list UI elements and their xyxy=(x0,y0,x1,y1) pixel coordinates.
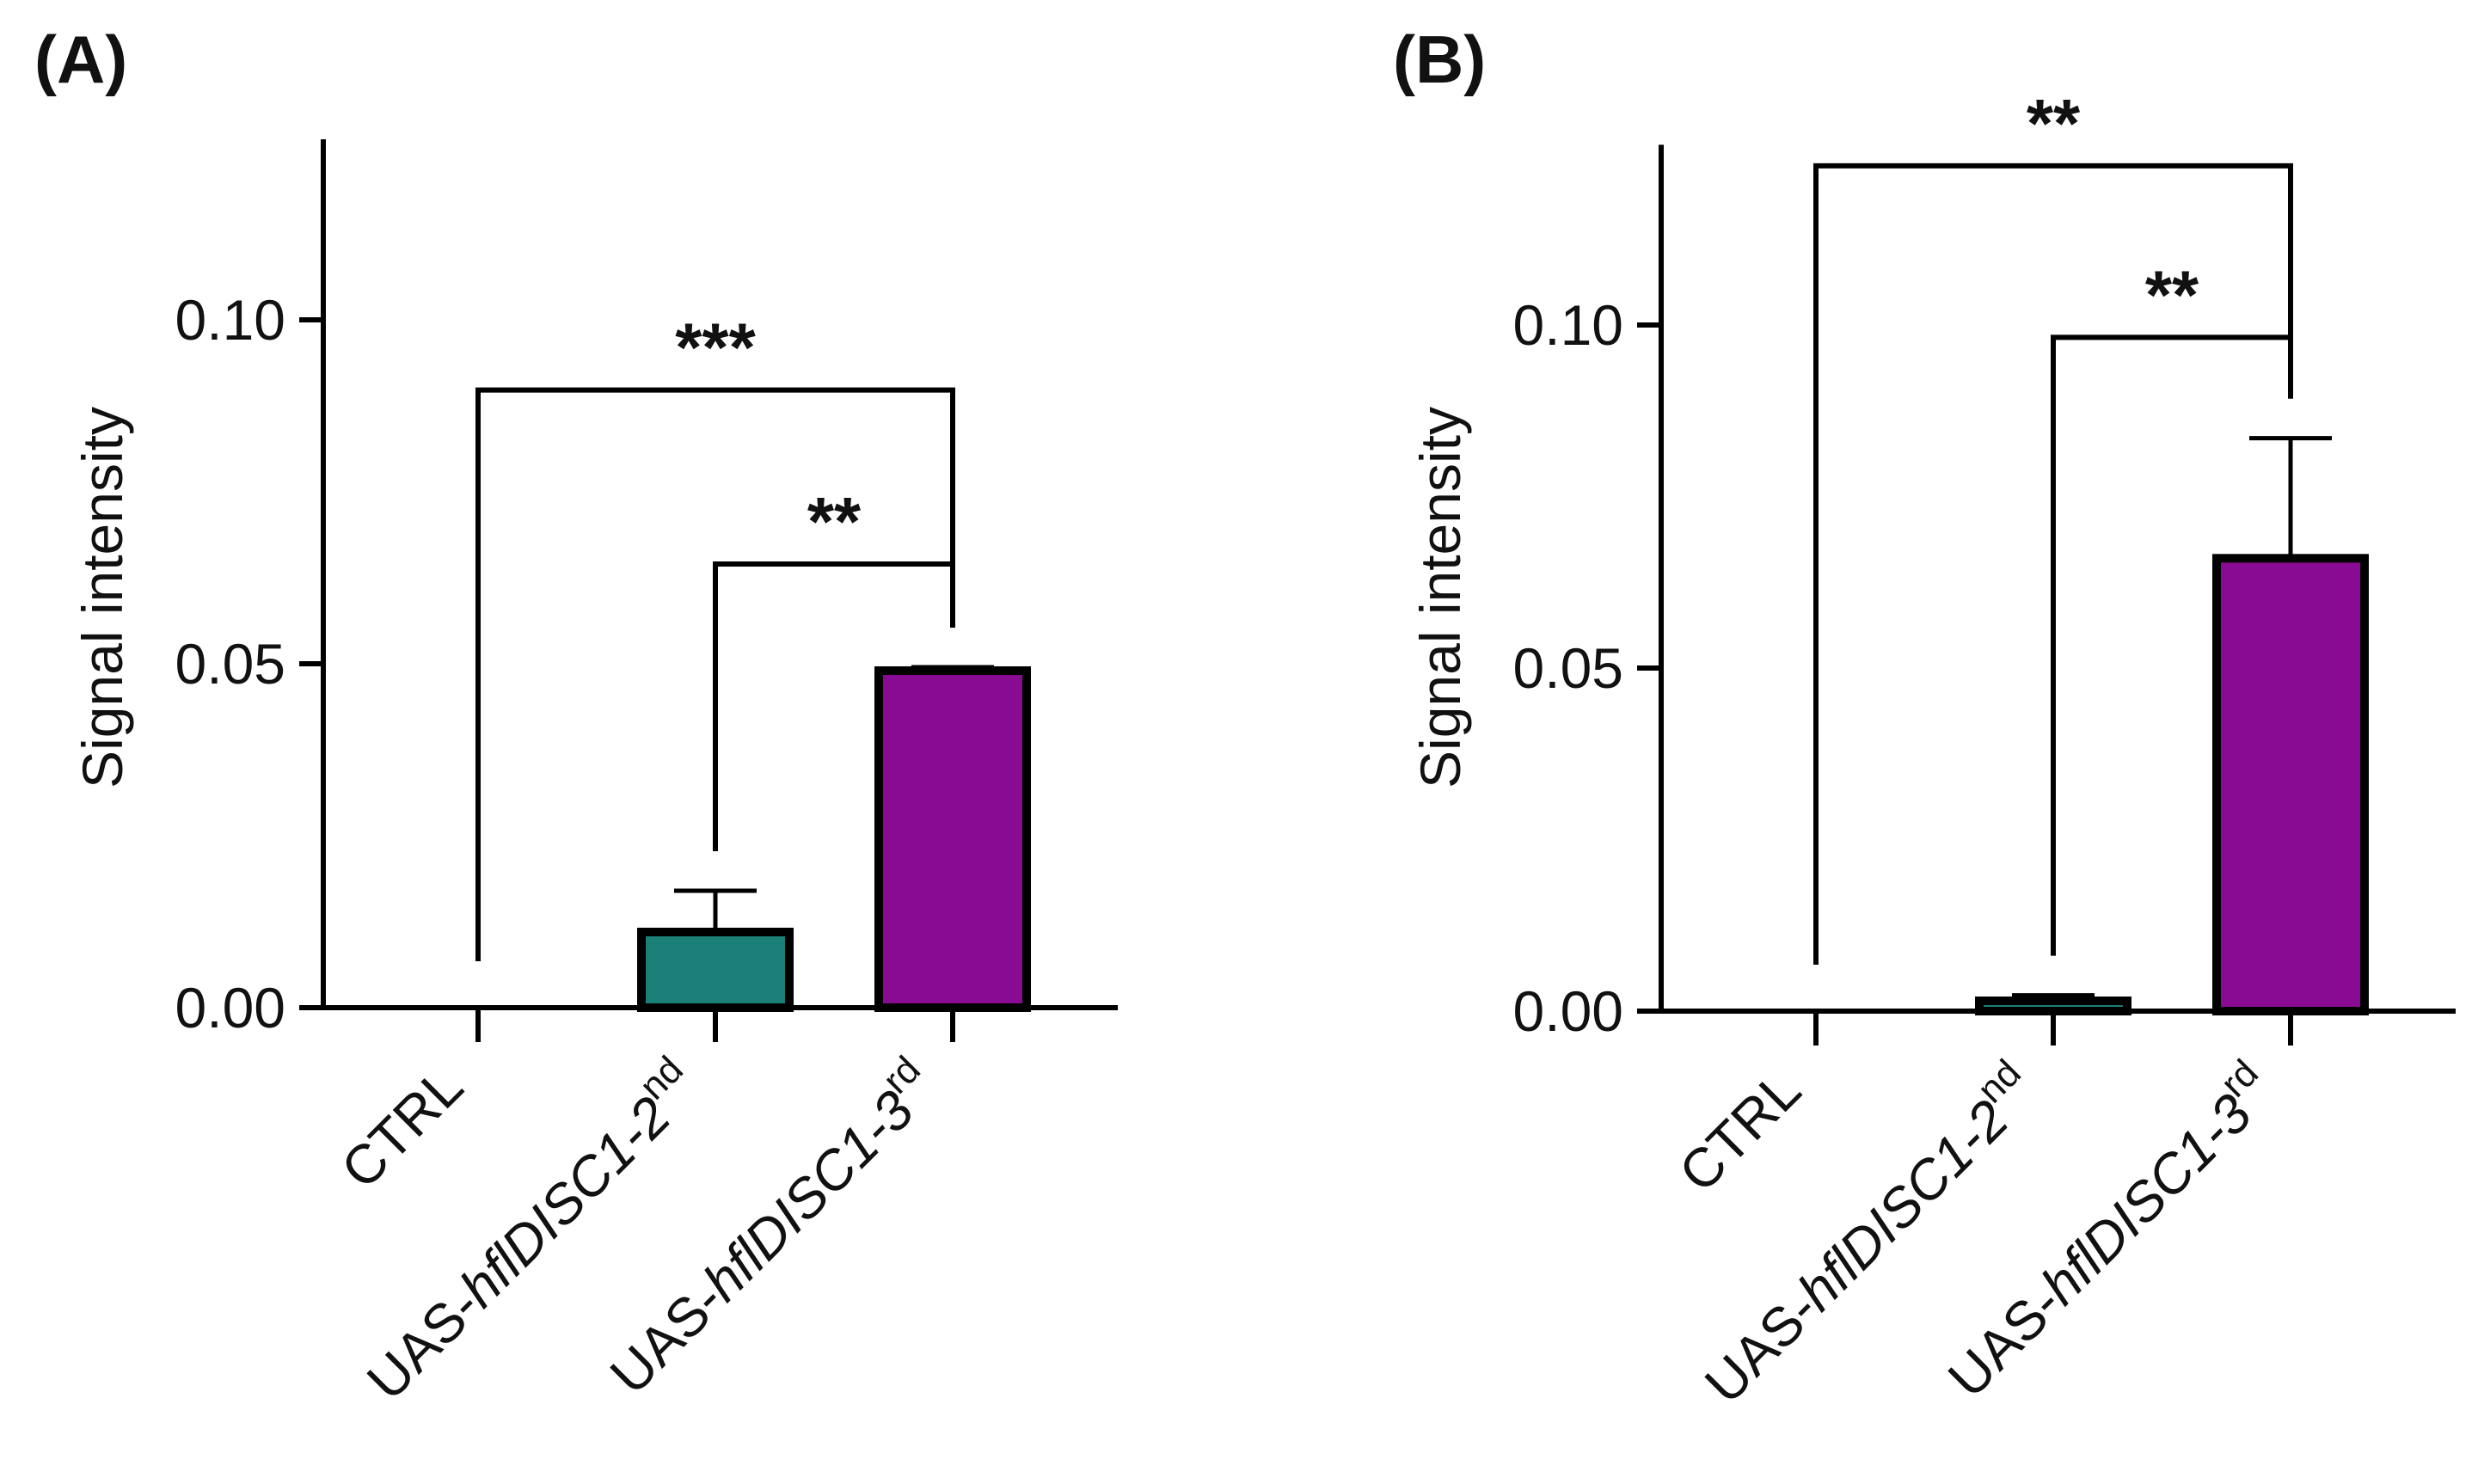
y-tick-label: 0.00 xyxy=(175,976,285,1039)
x-category-label: CTRL xyxy=(329,1055,475,1200)
significance-label: ** xyxy=(807,483,862,560)
panel-label: (A) xyxy=(34,21,127,97)
y-tick-label: 0.05 xyxy=(175,632,285,696)
significance-label: ** xyxy=(2027,85,2081,162)
y-axis-title: Signal intensity xyxy=(71,407,134,788)
bar xyxy=(2212,554,2369,1015)
y-tick-label: 0.00 xyxy=(1513,979,1623,1043)
y-tick-label: 0.10 xyxy=(175,288,285,352)
significance-bracket xyxy=(2051,334,2293,956)
significance-bracket xyxy=(1813,163,2293,965)
y-tick-label: 0.10 xyxy=(1513,293,1623,357)
significance-label: ** xyxy=(2145,256,2199,333)
panel-b: (B)Signal intensity0.000.050.10CTRLUAS-h… xyxy=(1393,21,2456,1415)
y-axis-title: Signal intensity xyxy=(1408,407,1472,788)
significance-bracket xyxy=(713,561,955,851)
bar xyxy=(874,666,1031,1012)
x-category-label: CTRL xyxy=(1667,1058,1812,1204)
significance-label: *** xyxy=(675,310,756,386)
panel-a: (A)Signal intensity0.000.050.10CTRLUAS-h… xyxy=(34,21,1118,1412)
panel-label: (B) xyxy=(1393,21,1486,97)
significance-bracket xyxy=(475,387,955,961)
bar xyxy=(637,928,794,1012)
y-tick-label: 0.05 xyxy=(1513,636,1623,700)
